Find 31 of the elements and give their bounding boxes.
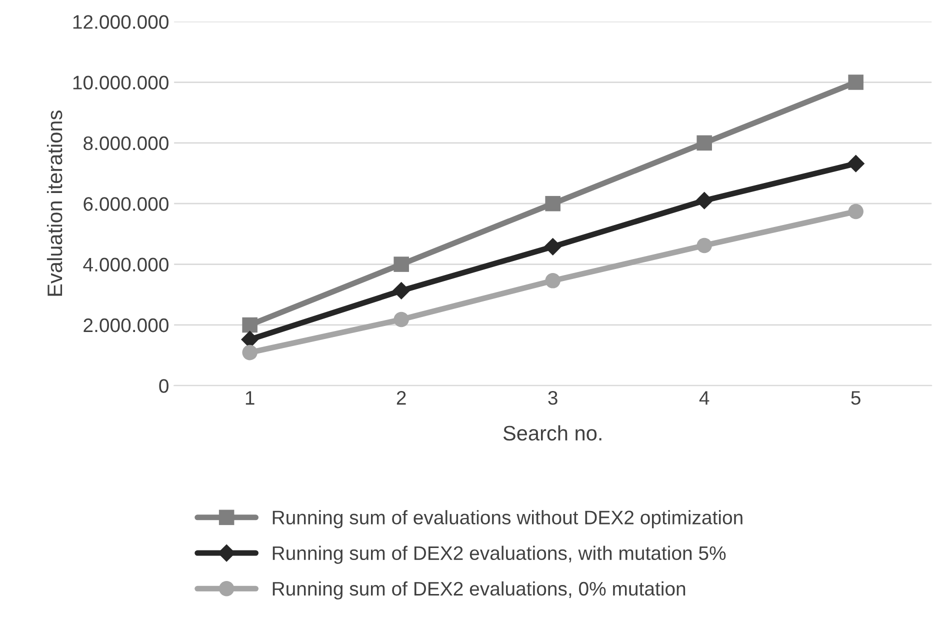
x-tick-label: 1 (246, 391, 254, 405)
y-tick-label: 10.000.000 (73, 76, 168, 90)
y-tick-label: 4.000.000 (83, 258, 168, 272)
point (696, 135, 712, 151)
point (392, 282, 410, 300)
x-tick-label: 2 (396, 391, 406, 405)
point (545, 196, 560, 212)
point (242, 344, 258, 360)
y-tick-label: 8.000.000 (84, 136, 168, 150)
legend-label: Running sum of DEX2 evaluations, 0% mutation (272, 581, 686, 600)
point (848, 74, 864, 90)
point (242, 317, 258, 333)
x-tick-label: 3 (548, 391, 558, 405)
legend-label: Running sum of evaluations without DEX2 optimization (272, 510, 742, 528)
y-tick-label: 12.000.000 (73, 15, 168, 29)
point (544, 238, 562, 256)
y-tick-label: 6.000.000 (84, 197, 168, 211)
x-tick-label: 4 (699, 391, 710, 405)
point (696, 238, 712, 254)
y-tick-label: 0 (159, 379, 168, 393)
point (394, 312, 409, 328)
point (545, 273, 560, 288)
point (696, 192, 714, 210)
point (848, 204, 864, 220)
legend-label: Running sum of DEX2 evaluations, with mutation 5% (272, 546, 726, 564)
x-axis-title: Search no. (503, 425, 602, 441)
x-tick-label: 5 (851, 391, 860, 405)
y-tick-label: 2.000.000 (84, 318, 168, 332)
point (394, 256, 409, 272)
point (847, 154, 865, 172)
y-axis-title: Evaluation iterations (46, 110, 62, 296)
